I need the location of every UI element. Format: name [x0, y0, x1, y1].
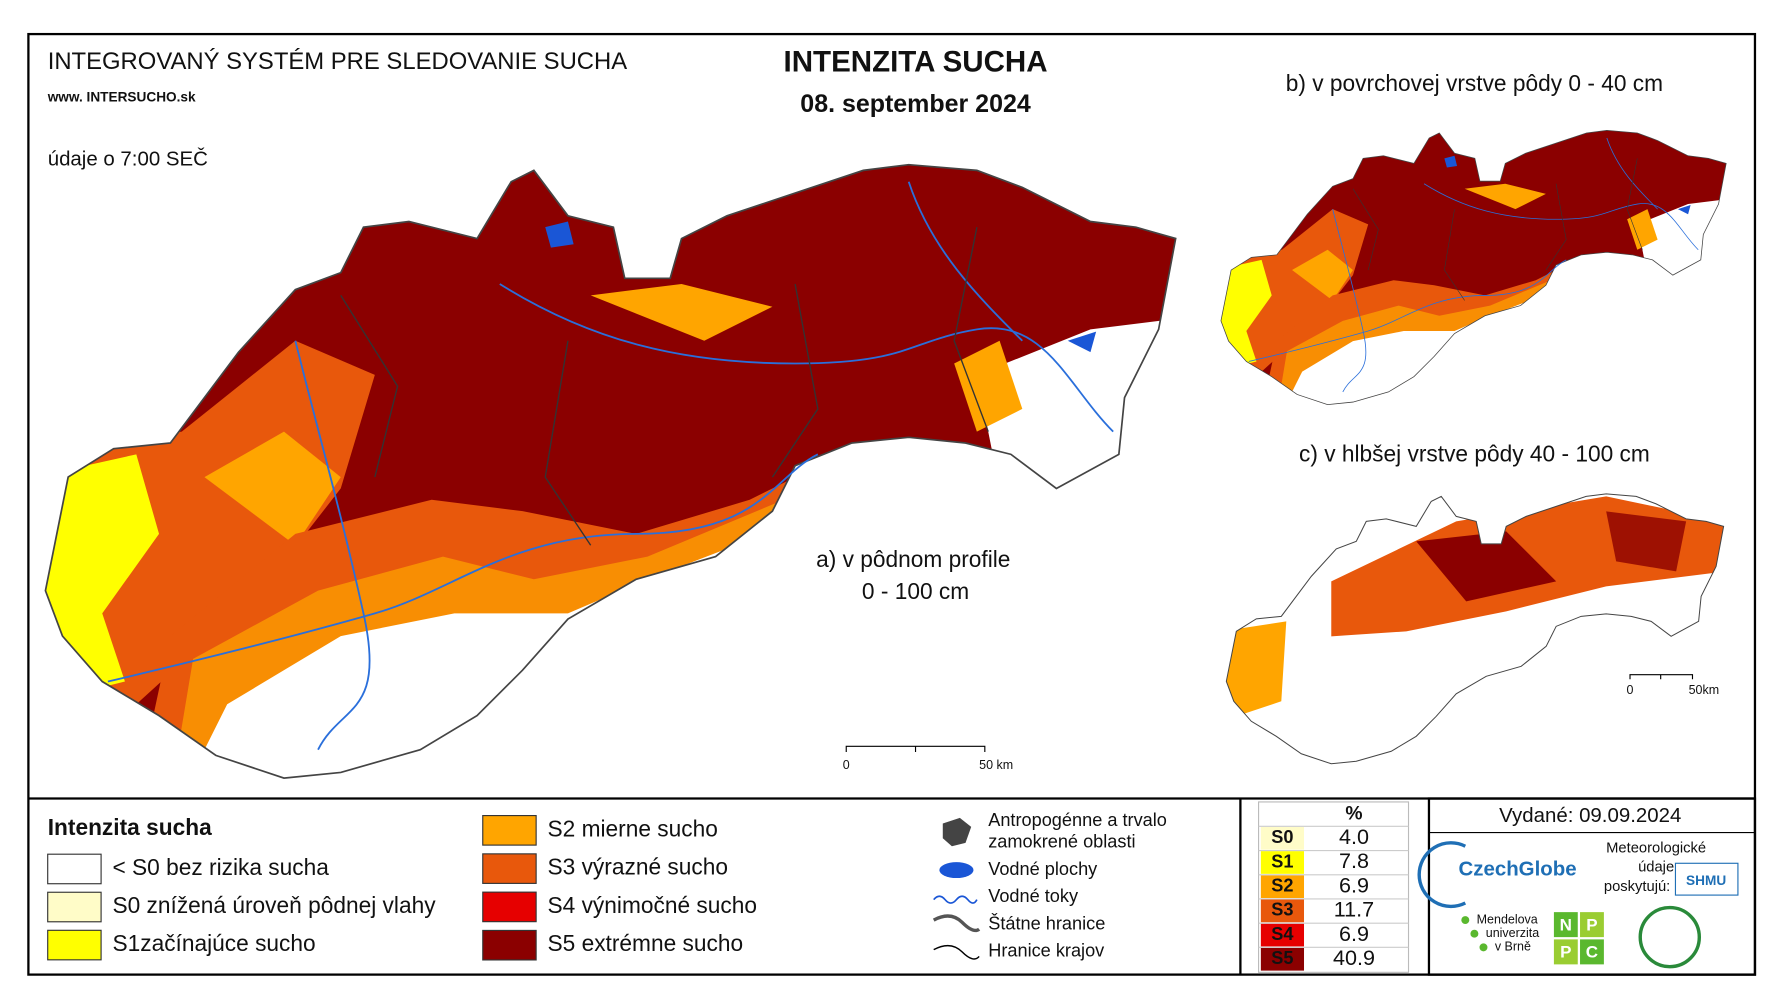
class-label: S2 — [1271, 875, 1293, 895]
legend-title: Intenzita sucha — [48, 814, 212, 840]
legend-label: < S0 bez rizika sucha — [112, 854, 329, 880]
map-a-label: a) v pôdnom profile — [816, 546, 1010, 572]
website: www. INTERSUCHO.sk — [47, 89, 196, 104]
mendel-dot — [1479, 943, 1488, 952]
table-header: % — [1345, 804, 1362, 825]
symbol-label: Vodné toky — [988, 886, 1079, 906]
map-shape — [1416, 531, 1557, 602]
npc-cell — [1553, 939, 1578, 965]
map-b-label: b) v povrchovej vrstve pôdy 0 - 40 cm — [1286, 70, 1663, 96]
class-label: S3 — [1271, 900, 1293, 920]
czechglobe-arc — [1417, 841, 1467, 909]
scale-end: 50 km — [979, 758, 1013, 772]
npc-letter: C — [1586, 943, 1598, 962]
percent-value: 4.0 — [1339, 824, 1369, 849]
percent-value: 7.8 — [1339, 848, 1369, 873]
date: 08. september 2024 — [800, 90, 1031, 118]
mendel-line: univerzita — [1486, 926, 1539, 940]
uvz-logo — [1638, 905, 1702, 969]
symbol-label: zamokrené oblasti — [988, 832, 1135, 852]
class-cell — [1260, 923, 1305, 947]
class-label: S4 — [1271, 924, 1293, 944]
class-cell — [1260, 875, 1305, 899]
legend-swatch — [47, 853, 102, 885]
legend-swatch — [482, 853, 537, 884]
npc-cell — [1580, 939, 1604, 965]
legend-label: S2 mierne sucho — [548, 815, 718, 841]
class-cell — [1260, 826, 1305, 850]
providers-line: poskytujú: — [1604, 879, 1670, 895]
scale-bar — [845, 745, 986, 752]
legend-swatch — [47, 929, 102, 961]
map-shape — [933, 944, 980, 960]
map-shape — [932, 914, 981, 933]
symbol-label: Štátne hranice — [988, 912, 1105, 933]
legend-swatch — [47, 891, 102, 923]
mendel-dot — [1461, 916, 1470, 925]
class-cell — [1260, 947, 1305, 971]
czechglobe-logo: CzechGlobe — [1458, 858, 1576, 881]
npc-letter: N — [1560, 915, 1572, 934]
map-shape — [1226, 621, 1287, 722]
shmu-logo: SHMU — [1686, 873, 1726, 888]
legend-swatch — [482, 815, 537, 846]
npc-cell — [1580, 912, 1604, 938]
map-a-label-depth: 0 - 100 cm — [862, 578, 969, 604]
class-cell — [1260, 899, 1305, 923]
mendel-line: Mendelova — [1477, 912, 1538, 926]
percent-value: 11.7 — [1334, 897, 1374, 922]
legend-label: S3 výrazné sucho — [548, 854, 728, 880]
title: INTENZITA SUCHA — [784, 45, 1048, 78]
map-c-label: c) v hlbšej vrstve pôdy 40 - 100 cm — [1299, 440, 1650, 466]
npc-letter: P — [1560, 943, 1571, 962]
map-shape — [933, 895, 978, 904]
npc-cell — [1553, 912, 1578, 938]
providers-line: Meteorologické — [1606, 840, 1706, 856]
data-time: údaje o 7:00 SEČ — [48, 148, 208, 171]
class-label: S1 — [1271, 851, 1293, 871]
legend-swatch — [482, 891, 537, 923]
symbol-label: Vodné plochy — [988, 859, 1098, 879]
table-border — [1258, 801, 1410, 973]
legend-label: S4 výnimočné sucho — [548, 892, 757, 918]
providers-label: Meteorologické údaje poskytujú: — [1604, 840, 1706, 895]
shmu-logo-box — [1674, 862, 1739, 896]
mendel-line: v Brně — [1495, 940, 1531, 954]
symbol-label: Antropogénne a trvalo — [988, 810, 1167, 830]
system-title: INTEGROVANÝ SYSTÉM PRE SLEDOVANIE SUCHA — [48, 48, 628, 75]
legend: < S0 bez rizika sucha S0 znížená úroveň p… — [47, 815, 757, 961]
npc-letter: P — [1586, 915, 1597, 934]
percent-value: 6.9 — [1339, 921, 1369, 946]
percent-value: 40.9 — [1333, 945, 1375, 970]
legend-label: S1začínajúce sucho — [112, 930, 315, 956]
stats-table: % S0 4.0 S1 7.8 S2 6.9 S3 11.7 S4 6.9 S5 40.9 — [1258, 801, 1410, 973]
scale-start: 0 — [843, 758, 850, 772]
class-label: S5 — [1271, 948, 1293, 968]
scale-start: 0 — [1627, 683, 1634, 697]
mendel-dot — [1470, 929, 1479, 938]
issued: Vydané: 09.09.2024 — [1499, 804, 1681, 827]
scale-bar — [1629, 674, 1694, 680]
map-shape — [939, 862, 974, 879]
footer-box — [1427, 797, 1757, 976]
providers-line: údaje — [1638, 860, 1674, 876]
map-shape — [1606, 511, 1687, 572]
class-label: S0 — [1271, 827, 1293, 847]
class-cell — [1260, 851, 1305, 874]
npc-logo: N PP C — [1553, 912, 1604, 965]
map-shape — [942, 817, 972, 847]
scale-end: 50km — [1689, 683, 1720, 697]
symbol-icons — [932, 817, 981, 960]
legend-label: S0 znížená úroveň pôdnej vlahy — [112, 892, 436, 918]
symbol-label: Hranice krajov — [988, 941, 1105, 961]
legend-label: S5 extrémne sucho — [548, 930, 744, 956]
percent-value: 6.9 — [1339, 872, 1369, 897]
legend-swatch — [482, 929, 537, 961]
